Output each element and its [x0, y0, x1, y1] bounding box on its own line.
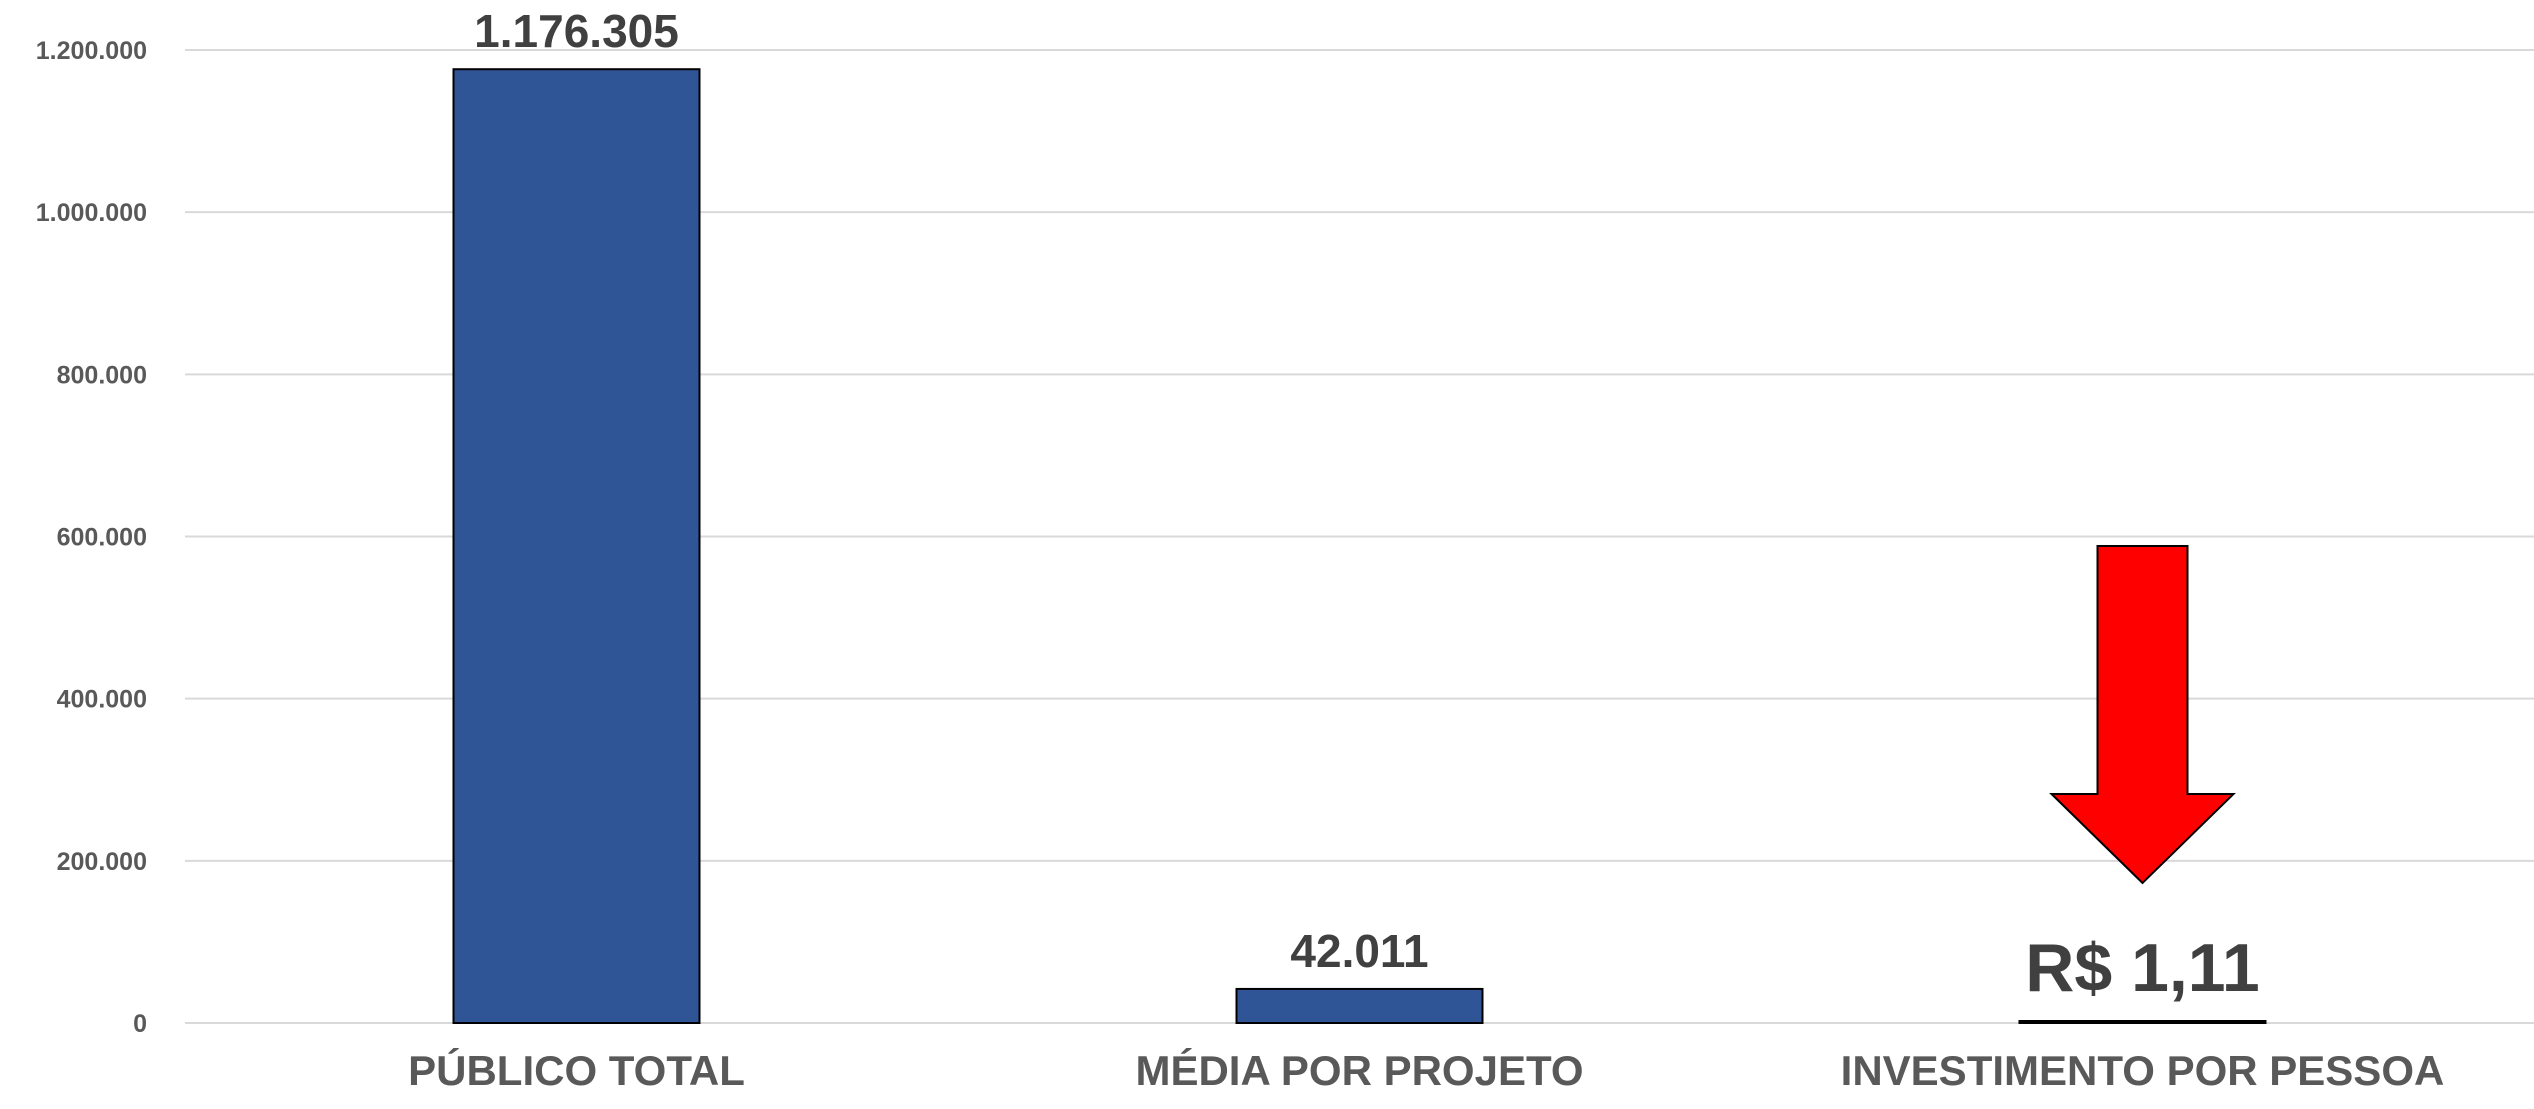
y-tick-label: 1.000.000: [36, 199, 147, 227]
category-label: PÚBLICO TOTAL: [408, 1046, 745, 1094]
category-label: INVESTIMENTO POR PESSOA: [1841, 1047, 2445, 1094]
category-label: MÉDIA POR PROJETO: [1135, 1047, 1583, 1094]
annotation: [2049, 545, 2236, 885]
y-tick-label: 200.000: [57, 848, 147, 876]
y-tick-label: 400.000: [57, 686, 147, 714]
y-tick-label: 600.000: [57, 524, 147, 552]
data-label: R$ 1,11: [2025, 930, 2259, 1006]
x-axis-category-labels: PÚBLICO TOTAL MÉDIA POR PROJETO INVESTIMEN…: [408, 1046, 2444, 1094]
y-tick-label: 1.200.000: [36, 37, 147, 65]
bar: [1235, 987, 1484, 1025]
data-label: 42.011: [1290, 925, 1428, 977]
bar: [452, 68, 701, 1024]
bar: [2018, 1020, 2267, 1024]
data-label: 1.176.305: [474, 5, 679, 57]
y-axis-tick-labels: 0 200.000 400.000 600.000 800.000 1.000.000 1.…: [36, 37, 147, 1038]
y-tick-label: 800.000: [57, 361, 147, 389]
bars: [452, 68, 2267, 1025]
down-arrow-icon: [2049, 545, 2236, 885]
data-labels: 1.176.305 42.011 R$ 1,11: [474, 5, 2260, 1006]
y-tick-label: 0: [133, 1010, 147, 1038]
